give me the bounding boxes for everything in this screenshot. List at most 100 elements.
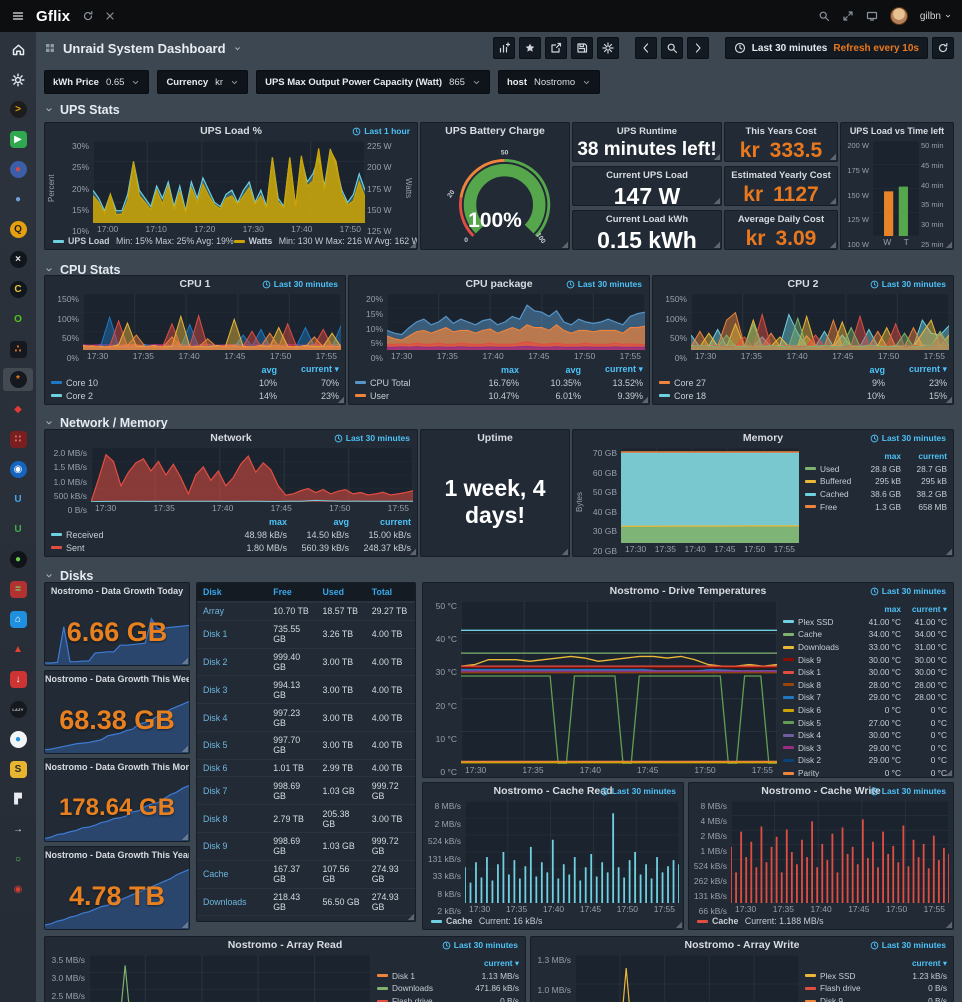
legend[interactable]: UPS Load Min: 15% Max: 25% Avg: 19% Watts… (45, 236, 417, 249)
brand-logo[interactable]: Gflix (36, 7, 71, 25)
sidebar-item-home-icon[interactable] (3, 38, 33, 61)
user-menu[interactable]: gilbn (920, 11, 952, 22)
legend-row[interactable]: Plex SSD 1.23 kB/s (805, 970, 947, 983)
legend-row[interactable]: Disk 9 30.00 °C 30.00 °C (783, 653, 947, 666)
sidebar-item-app-icon-book[interactable]: ▛ (3, 788, 33, 811)
legend-item[interactable]: Watts Min: 130 W Max: 216 W Avg: 162 W (233, 236, 417, 246)
legend-row[interactable]: Cache 34.00 °C 34.00 °C (783, 628, 947, 641)
legend-row[interactable]: Core 27 9% 23% (659, 376, 947, 389)
legend-header[interactable]: avg current ▾ (869, 364, 947, 375)
sidebar-item-app-icon-scrutiny[interactable]: ∴ (3, 338, 33, 361)
dashboard-title-menu[interactable]: Unraid System Dashboard (44, 41, 242, 56)
sidebar-item-app-icon-lazylibrarian[interactable]: LAZY (3, 698, 33, 721)
legend-row[interactable]: Disk 5 27.00 °C 0 °C (783, 716, 947, 729)
panel-title[interactable]: Nostromo - Array Write (684, 939, 800, 951)
sidebar-item-app-icon-deluge[interactable]: ● (3, 158, 33, 181)
panel-title[interactable]: CPU 2 (787, 278, 819, 290)
panel-timerange[interactable]: Last 1 hour (352, 126, 410, 136)
display-icon[interactable] (866, 10, 878, 22)
legend-row[interactable]: Core 2 14% 23% (51, 389, 339, 402)
panel-title[interactable]: Nostromo - Data Growth This Month (45, 762, 189, 772)
legend[interactable]: avg current ▾ Core 27 9% 23% Core 18 10% 15% (653, 363, 953, 404)
panel-timerange[interactable]: Last 30 minutes (442, 940, 518, 950)
legend-row[interactable]: CPU Total 16.76% 10.35% 13.52% (355, 376, 643, 389)
sidebar-item-app-icon-drop[interactable]: ● (3, 728, 33, 751)
legend-header[interactable]: avg current ▾ (261, 364, 339, 375)
legend-row[interactable]: Sent 1.80 MB/s 560.39 kB/s 248.37 kB/s (51, 541, 411, 554)
panel-title[interactable]: Memory (742, 432, 784, 444)
legend[interactable]: current ▾ Plex SSD 1.23 kB/s Flash drive 0 B… (799, 955, 949, 1002)
sidebar-item-settings-gear-icon[interactable] (3, 68, 33, 91)
sidebar-item-app-icon-unifi[interactable]: U (3, 488, 33, 511)
sidebar-item-app-icon-github[interactable]: ○ (3, 848, 33, 871)
legend-row[interactable]: Disk 3 29.00 °C 0 °C (783, 742, 947, 755)
zoom-out-button[interactable] (660, 37, 683, 59)
row-header-cpu-stats[interactable]: CPU Stats (44, 262, 120, 278)
legend[interactable]: max current Used 28.8 GB 28.7 GB Buffered 295 … (799, 448, 949, 556)
legend-row[interactable]: Received 48.98 kB/s 14.50 kB/s 15.00 kB/s (51, 528, 411, 541)
sidebar-item-app-icon-darkred[interactable]: ∷ (3, 428, 33, 451)
legend-row[interactable]: Used 28.8 GB 28.7 GB (805, 463, 947, 476)
sidebar-item-app-icon-xteve[interactable]: × (3, 248, 33, 271)
sidebar-item-app-icon-ring[interactable]: O (3, 308, 33, 331)
sidebar-item-app-icon-pacman[interactable]: C (3, 278, 33, 301)
sidebar-item-app-icon-shield[interactable]: ◆ (3, 398, 33, 421)
panel-timerange[interactable]: Last 30 minutes (262, 279, 338, 289)
time-forward-button[interactable] (686, 37, 709, 59)
sidebar-item-app-icon-sabnzbd[interactable]: S (3, 758, 33, 781)
legend-row[interactable]: Flash drive 0 B/s (377, 995, 519, 1002)
variable-kwh-price[interactable]: kWh Price 0.65 (44, 70, 150, 94)
legend[interactable]: Cache Current: 1.188 MB/s (689, 916, 953, 929)
panel-title[interactable]: UPS Load % (200, 125, 262, 137)
panel-title[interactable]: Current UPS Load (606, 170, 688, 181)
panel-title[interactable]: Nostromo - Cache Write (761, 785, 881, 797)
menu-icon[interactable] (0, 0, 36, 32)
sidebar-item-app-icon-eye[interactable]: ◉ (3, 458, 33, 481)
panel-title[interactable]: UPS Load vs Time left (849, 126, 945, 136)
panel-timerange[interactable]: Last 30 minutes (870, 940, 946, 950)
legend-row[interactable]: Disk 1 1.13 MB/s (377, 970, 519, 983)
legend[interactable]: current ▾ Disk 1 1.13 MB/s Downloads 471.86 … (371, 955, 521, 1002)
share-button[interactable] (544, 37, 567, 59)
variable-currency[interactable]: Currency kr (157, 70, 249, 94)
legend-row[interactable]: Downloads 471.86 kB/s (377, 982, 519, 995)
panel-title[interactable]: Nostromo - Cache Read (493, 785, 613, 797)
panel-title[interactable]: Nostromo - Drive Temperatures (609, 585, 767, 597)
legend[interactable]: max current ▾ Plex SSD 41.00 °C 41.00 °C Cach… (777, 601, 949, 777)
legend-row[interactable]: Flash drive 0 B/s (805, 982, 947, 995)
panel-timerange[interactable]: Last 30 minutes (870, 433, 946, 443)
legend-row[interactable]: Disk 4 30.00 °C 0 °C (783, 729, 947, 742)
legend-header[interactable]: max avg current (268, 516, 411, 527)
panel-title[interactable]: Estimated Yearly Cost (731, 170, 831, 181)
sidebar-item-app-icon-jackett[interactable]: Q (3, 218, 33, 241)
expand-icon[interactable] (842, 10, 854, 22)
panel-title[interactable]: Nostromo - Data Growth This Year (45, 850, 189, 860)
legend[interactable]: max avg current Received 48.98 kB/s 14.50 kB/… (45, 515, 417, 556)
legend-item[interactable]: Cache Current: 16 kB/s (431, 916, 542, 926)
add-panel-button[interactable] (492, 37, 515, 59)
panel-timerange[interactable]: Last 30 minutes (566, 279, 642, 289)
sidebar-item-app-icon-bars[interactable]: = (3, 578, 33, 601)
legend-header[interactable]: max current ▾ (884, 604, 947, 615)
legend-row[interactable]: Parity 0 °C 0 °C (783, 767, 947, 777)
settings-button[interactable] (596, 37, 619, 59)
legend-item[interactable]: UPS Load Min: 15% Max: 25% Avg: 19% (53, 236, 234, 246)
panel-timerange[interactable]: Last 30 minutes (600, 786, 676, 796)
legend-header[interactable]: current ▾ (483, 958, 519, 969)
legend-row[interactable]: Free 1.3 GB 658 MB (805, 500, 947, 513)
row-header-ups-stats[interactable]: UPS Stats (44, 102, 120, 118)
sidebar-item-app-icon-grafana[interactable]: * (3, 368, 33, 391)
legend-header[interactable]: max avg current ▾ (500, 364, 643, 375)
panel-title[interactable]: Nostromo - Array Read (227, 939, 343, 951)
panel-timerange[interactable]: Last 30 minutes (870, 786, 946, 796)
sidebar-item-app-icon-emby[interactable]: ▶ (3, 128, 33, 151)
time-range-picker[interactable]: Last 30 minutes Refresh every 10s (724, 37, 928, 59)
panel-title[interactable]: Network (210, 432, 252, 444)
legend-row[interactable]: Disk 7 29.00 °C 28.00 °C (783, 691, 947, 704)
legend-row[interactable]: Disk 1 30.00 °C 30.00 °C (783, 666, 947, 679)
avatar[interactable] (889, 7, 908, 25)
panel-title[interactable]: Nostromo - Data Growth This Week (45, 674, 189, 684)
panel-title[interactable]: UPS Runtime (616, 126, 678, 137)
